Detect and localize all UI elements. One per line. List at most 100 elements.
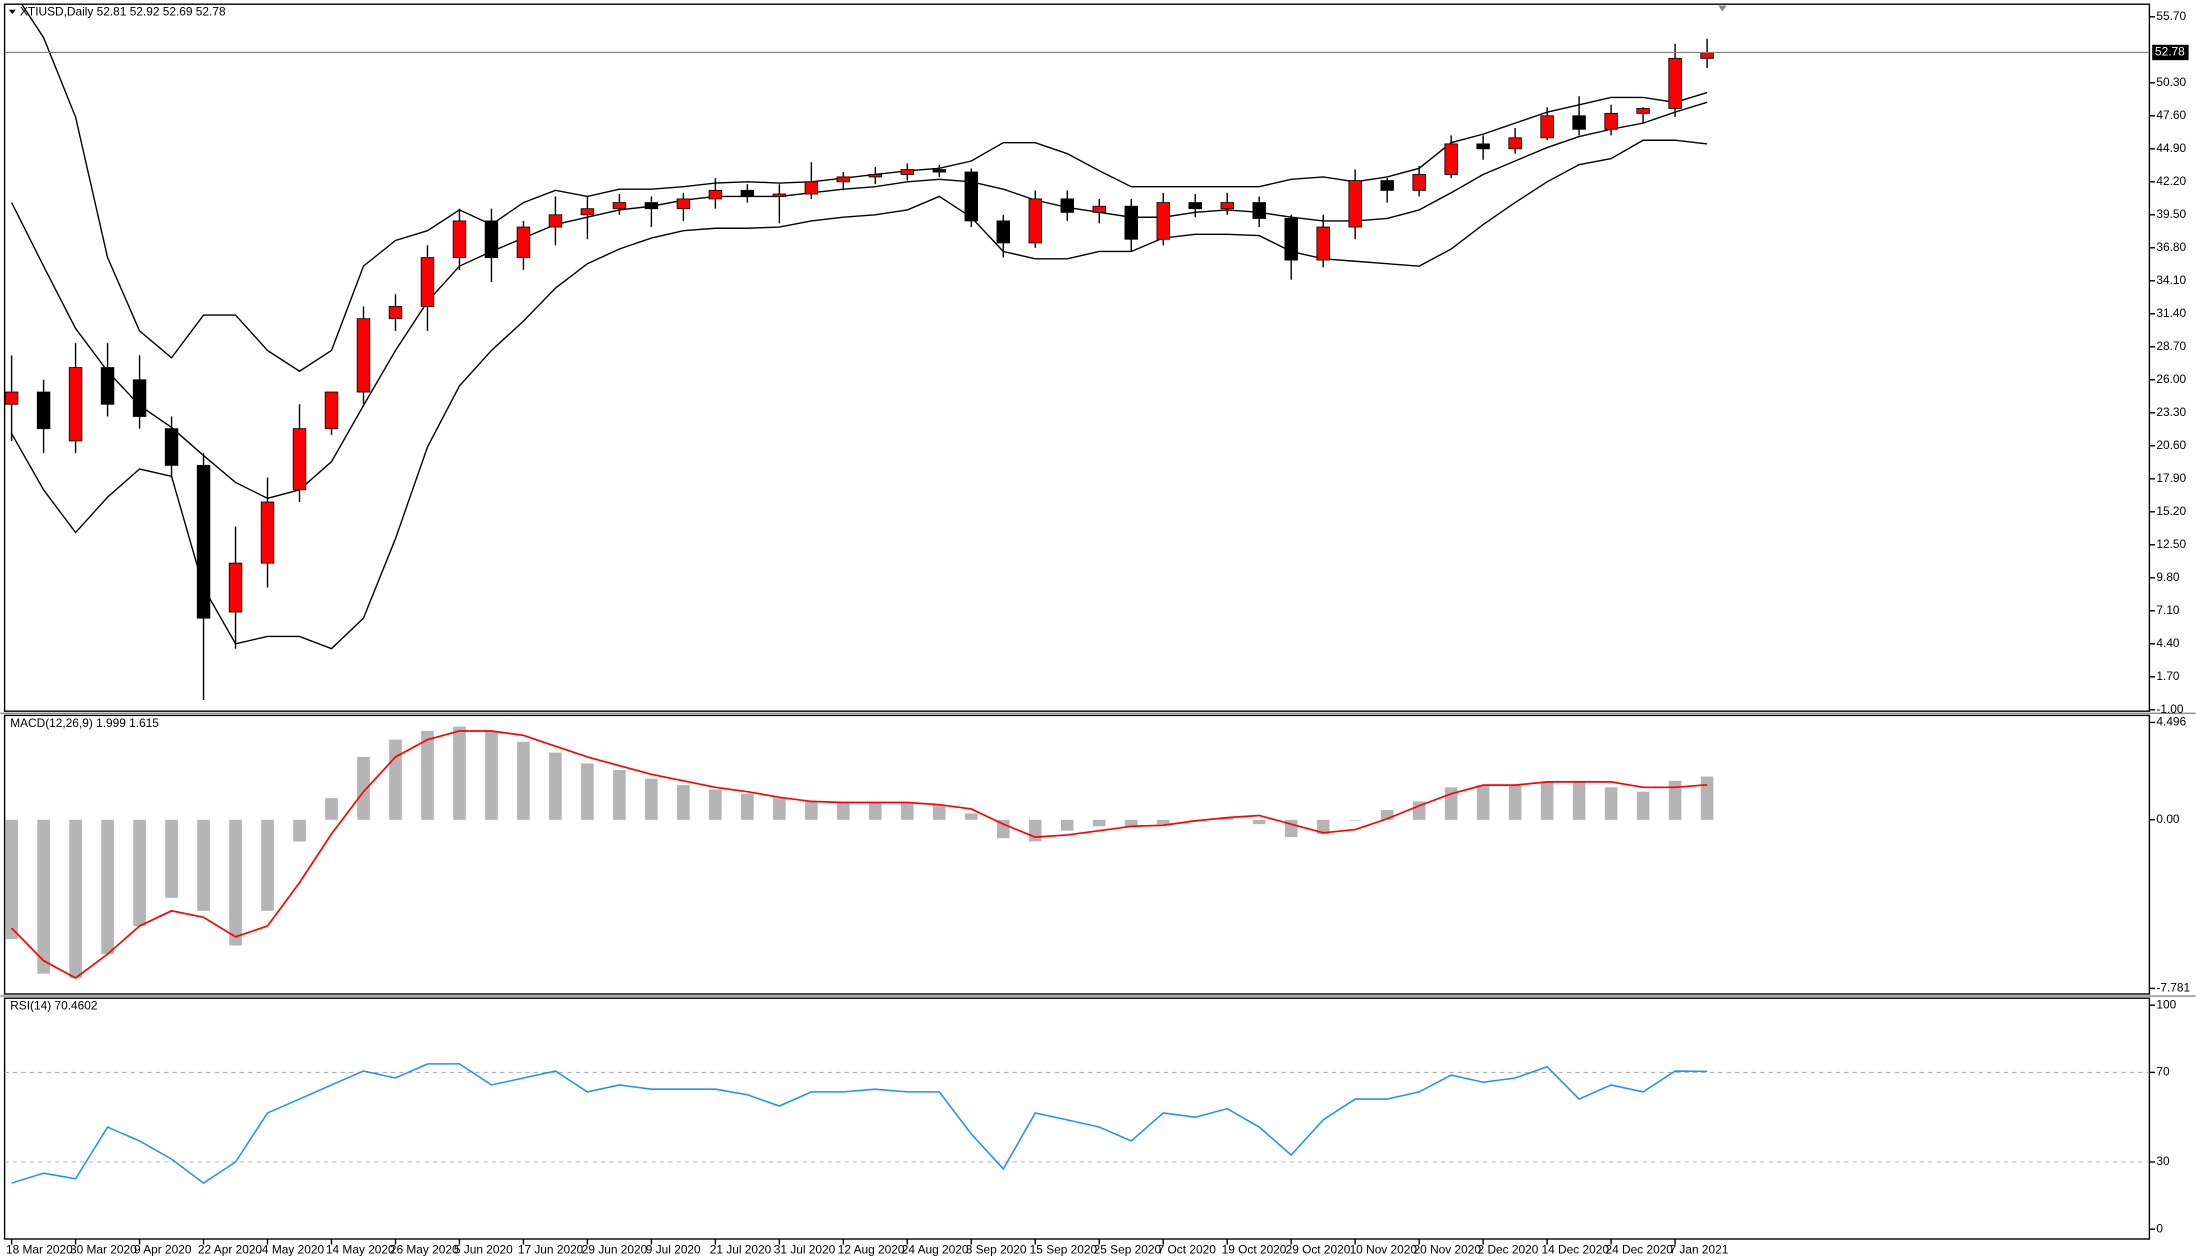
macd-bar [869,802,882,820]
macd-bar [197,819,210,911]
x-tick-label: 18 Mar 2020 [6,1242,73,1256]
candle-body [132,379,147,417]
candle-body [324,391,339,430]
candle-body [964,171,979,222]
macd-bar [901,802,914,820]
candle-body [420,257,435,307]
x-tick-label: 12 Aug 2020 [838,1242,905,1256]
macd-bar [1092,819,1106,827]
macd-bar [1028,819,1042,842]
x-tick-label: 31 Jul 2020 [774,1242,836,1256]
candle-body [68,367,83,442]
x-tick-label: 7 Oct 2020 [1158,1242,1217,1256]
y-tick-label: 42.20 [2156,174,2186,188]
candle-body [1412,174,1426,191]
candle-body [1604,112,1618,130]
candle-body [580,208,595,216]
macd-plot [5,726,1714,979]
macd-bar [805,801,818,820]
macd-pane-frame [3,714,2151,995]
bollinger-line [10,101,1708,500]
candle-body [1476,143,1490,150]
rsi-plot [4,1063,2150,1184]
x-tick-label: 14 Dec 2020 [1542,1242,1610,1256]
macd-bar [293,819,306,842]
y-tick-label: 34.10 [2156,273,2186,287]
x-tick-label: 9 Jul 2020 [646,1242,701,1256]
candle-body [676,198,691,210]
macd-bar [581,763,594,820]
candle-body [1028,198,1043,244]
macd-bar [357,756,370,820]
x-tick-label: 25 Sep 2020 [1094,1242,1162,1256]
candle-body [1188,202,1202,210]
macd-bar [69,819,82,978]
candle-body [1636,108,1650,114]
x-tick-label: 2 Dec 2020 [1478,1242,1539,1256]
macd-bar [165,819,178,898]
macd-bar [133,819,146,926]
candle-body [164,428,179,466]
y-tick-label: 50.30 [2156,75,2186,89]
y-tick-label: -7.781 [2156,981,2190,995]
macd-bar [261,819,274,911]
candle-body [1444,143,1458,175]
candle-body [100,367,115,405]
candle-body [612,202,627,210]
candle-body [388,306,403,320]
macd-bar [645,778,658,820]
candle-body [644,202,659,210]
candle-body [452,220,467,258]
candle-body [260,501,275,564]
candle-body [1252,202,1266,219]
candle-body [196,464,211,619]
bollinger-line [10,139,1708,650]
main-title: XTIUSD,Daily 52.81 52.92 52.69 52.78 [20,5,226,19]
y-tick-label: 28.70 [2156,339,2186,353]
macd-bar [517,741,530,820]
x-tick-label: 7 Jan 2021 [1669,1242,1728,1256]
x-tick-label: 5 Jun 2020 [454,1242,513,1256]
macd-bar [1636,791,1650,820]
y-tick-label: 30 [2156,1154,2170,1168]
x-tick-label: 10 Nov 2020 [1350,1242,1418,1256]
x-tick-label: 4 May 2020 [262,1242,325,1256]
y-tick-label: 39.50 [2156,207,2186,221]
macd-bar [5,819,18,939]
candle-body [708,189,723,200]
macd-bar [1540,781,1554,820]
candle-body [1540,115,1554,139]
collapse-arrow[interactable] [8,9,16,14]
signal-line [11,730,1708,979]
candle-body [1572,115,1586,130]
shift-marker [1718,5,1727,12]
x-tick-label: 24 Aug 2020 [902,1242,969,1256]
macd-bar [1412,801,1426,820]
macd-bar [1124,819,1138,827]
macd-bar [37,819,50,974]
x-tick-label: 21 Jul 2020 [710,1242,772,1256]
y-tick-label: -1.00 [2156,702,2183,716]
rsi-pane-frame [3,997,2151,1240]
macd-bar [229,819,242,946]
macd-bar [677,785,690,820]
y-tick-label: 55.70 [2156,9,2186,23]
main-pane-frame [3,3,2151,712]
macd-bar [1572,780,1586,820]
macd-bar [101,819,114,955]
macd-bar [996,819,1010,839]
macd-bar [1060,819,1074,831]
candle-body [1700,52,1714,59]
rsi-title: RSI(14) 70.4602 [10,999,98,1013]
last-price-label: 52.78 [2155,45,2185,59]
y-tick-label: 4.496 [2156,715,2186,729]
candle-body [900,169,915,175]
macd-bar [421,730,434,820]
x-tick-label: 15 Sep 2020 [1030,1242,1098,1256]
axes: 55.70 50.30 47.60 44.90 42.20 39.50 36.80 34.10… [6,9,2191,1256]
y-tick-label: 100 [2156,997,2176,1011]
candle-body [1668,57,1682,109]
candle-body [516,226,531,258]
